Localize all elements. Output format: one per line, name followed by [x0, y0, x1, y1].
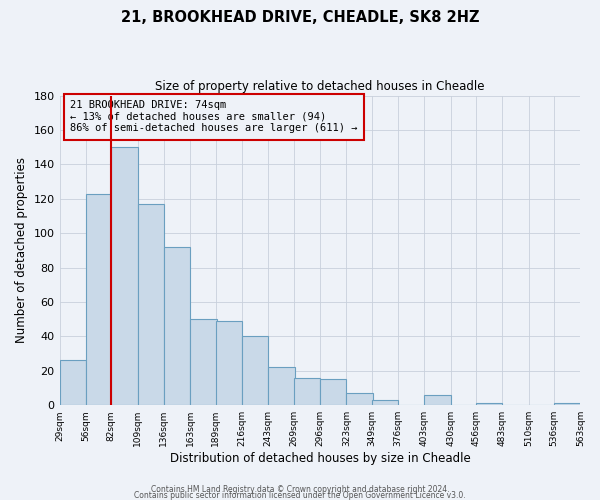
Bar	[424, 395, 451, 405]
Text: Contains HM Land Registry data © Crown copyright and database right 2024.: Contains HM Land Registry data © Crown c…	[151, 484, 449, 494]
Text: Contains public sector information licensed under the Open Government Licence v3: Contains public sector information licen…	[134, 490, 466, 500]
Text: 21, BROOKHEAD DRIVE, CHEADLE, SK8 2HZ: 21, BROOKHEAD DRIVE, CHEADLE, SK8 2HZ	[121, 10, 479, 25]
Bar	[554, 404, 581, 405]
Y-axis label: Number of detached properties: Number of detached properties	[15, 158, 28, 344]
Bar	[164, 247, 190, 405]
Bar	[320, 380, 346, 405]
Bar	[346, 393, 373, 405]
Bar	[137, 204, 164, 405]
Bar	[86, 194, 112, 405]
Bar	[190, 319, 217, 405]
Bar	[59, 360, 86, 405]
Bar	[293, 378, 320, 405]
Bar	[111, 147, 137, 405]
Bar	[372, 400, 398, 405]
Bar	[268, 368, 295, 405]
Bar	[476, 404, 502, 405]
Title: Size of property relative to detached houses in Cheadle: Size of property relative to detached ho…	[155, 80, 485, 93]
Bar	[215, 321, 242, 405]
Bar	[242, 336, 268, 405]
Text: 21 BROOKHEAD DRIVE: 74sqm
← 13% of detached houses are smaller (94)
86% of semi-: 21 BROOKHEAD DRIVE: 74sqm ← 13% of detac…	[70, 100, 358, 134]
X-axis label: Distribution of detached houses by size in Cheadle: Distribution of detached houses by size …	[170, 452, 470, 465]
